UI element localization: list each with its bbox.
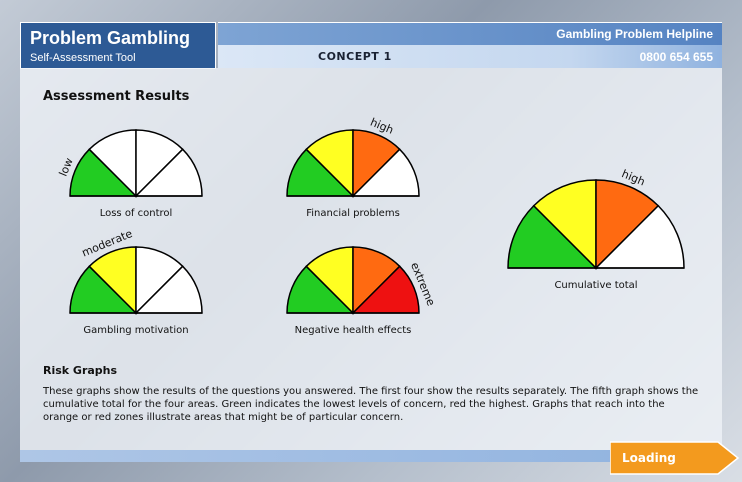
loading-button[interactable]: Loading (610, 440, 740, 476)
gauge-label: Loss of control (100, 208, 173, 219)
sub-bar: CONCEPT 1 0800 654 655 (218, 45, 722, 68)
button-label[interactable]: Loading (622, 451, 676, 465)
gauge-label: Financial problems (306, 208, 400, 219)
gauge-segment (532, 179, 597, 270)
helpline-label: Gambling Problem Helpline (556, 27, 713, 41)
gauge-label: Cumulative total (554, 280, 637, 291)
gauge-segment (507, 204, 598, 269)
top-bar: Gambling Problem Helpline (218, 22, 722, 45)
subtitle: Self-Assessment Tool (30, 52, 136, 64)
risk-text: These graphs show the results of the que… (43, 386, 699, 423)
gauge-label: Negative health effects (295, 325, 412, 336)
gauge-segment (594, 204, 685, 269)
risk-title: Risk Graphs (43, 364, 118, 377)
logo: Problem Gambling Self-Assessment Tool (20, 22, 216, 69)
title: Problem Gambling (30, 28, 191, 48)
gauge-segment (595, 179, 660, 270)
gauge-label: Gambling motivation (83, 325, 188, 336)
section-title: Assessment Results (43, 89, 190, 104)
concept: CONCEPT 1 (318, 50, 392, 63)
button-shape[interactable] (610, 441, 740, 475)
helpline-number: 0800 654 655 (639, 50, 713, 64)
footer-bar (20, 450, 722, 462)
